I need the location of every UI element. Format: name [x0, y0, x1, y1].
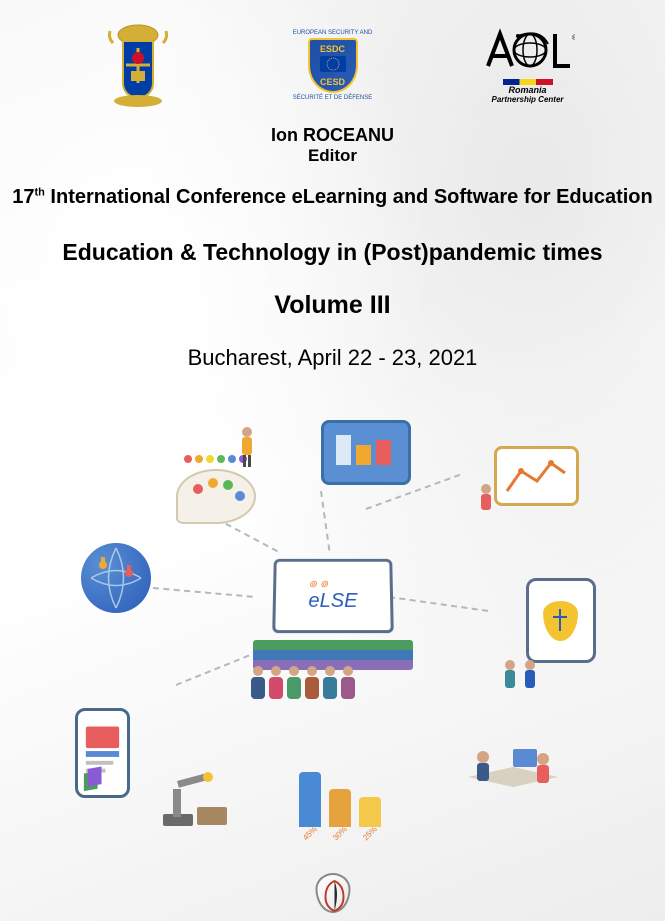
phone-node: [75, 708, 130, 798]
person-figure: [251, 666, 265, 701]
esdc-top-text: EUROPEAN SECURITY AND: [293, 30, 373, 36]
person-figure: [341, 666, 355, 701]
palette-dot: [206, 455, 214, 463]
bottom-badge-icon: [315, 873, 350, 913]
editor-role: Editor: [0, 146, 665, 166]
small-figure-3: [495, 655, 545, 710]
editor-name: Ion ROCEANU: [0, 125, 665, 146]
small-figure-2: [471, 481, 501, 526]
palette-dot: [195, 455, 203, 463]
palette-icon: [176, 469, 256, 524]
adl-logo: ® Romania Partnership Center: [478, 20, 578, 110]
coat-of-arms-svg: [98, 23, 178, 108]
person-figure: [323, 666, 337, 701]
tablet-shield-node: [526, 578, 596, 663]
chart-bar: 25%: [359, 797, 381, 838]
laptop-center-node: ⊚ ⊚ eLSE: [263, 546, 403, 646]
person-figure: [287, 666, 301, 701]
adl-tag: Partnership Center: [491, 95, 563, 104]
adl-svg: ®: [480, 26, 575, 76]
adl-country: Romania: [508, 85, 546, 95]
globe-icon: [81, 543, 151, 613]
esdc-abbr: ESDC: [318, 44, 348, 54]
ordinal: 17: [12, 186, 34, 208]
presentation-board-blue: [321, 420, 411, 485]
connector-line: [388, 596, 487, 612]
presentation-board-yellow: [494, 446, 579, 506]
globe-node: [81, 543, 151, 613]
desk-workers-node: [458, 737, 568, 807]
shield-icon: [543, 601, 578, 641]
esdc-shield-icon: ESDC CESD: [308, 38, 358, 93]
small-figure-1: [232, 424, 262, 474]
laptop-screen: ⊚ ⊚ eLSE: [272, 559, 394, 633]
esdc-logo: EUROPEAN SECURITY AND ESDC CESD SÉCURITÉ…: [283, 20, 383, 110]
center-label: eLSE: [308, 590, 357, 613]
location-date: Bucharest, April 22 - 23, 2021: [0, 345, 665, 371]
title-rest: International Conference eLearning and S…: [45, 186, 653, 208]
svg-text:®: ®: [572, 34, 575, 42]
bar-chart-node: 45% 30% 25%: [299, 772, 381, 838]
logo-row: EUROPEAN SECURITY AND ESDC CESD SÉCURITÉ…: [0, 0, 665, 120]
editor-block: Ion ROCEANU Editor: [0, 125, 665, 166]
coat-of-arms-logo: [88, 20, 188, 110]
connector-line: [320, 491, 330, 551]
volume-label: Volume III: [0, 291, 665, 320]
chart-bar: 45%: [299, 772, 321, 838]
chart-bar: 30%: [329, 789, 351, 838]
ordinal-suffix: th: [34, 186, 44, 198]
esdc-abbr2: CESD: [318, 77, 348, 87]
person-figure: [305, 666, 319, 701]
people-group: [249, 666, 357, 701]
esdc-bottom-text: SÉCURITÉ ET DE DÉFENSE: [293, 95, 373, 101]
palette-dot: [184, 455, 192, 463]
connector-line: [153, 587, 253, 598]
conference-title: 17th International Conference eLearning …: [0, 186, 665, 209]
conference-subtitle: Education & Technology in (Post)pandemic…: [0, 239, 665, 266]
person-figure: [269, 666, 283, 701]
palette-dot: [217, 455, 225, 463]
robot-arm-node: [153, 769, 233, 829]
infographic-area: ⊚ ⊚ eLSE: [0, 391, 665, 871]
isometric-hub: ⊚ ⊚ eLSE: [53, 411, 613, 851]
